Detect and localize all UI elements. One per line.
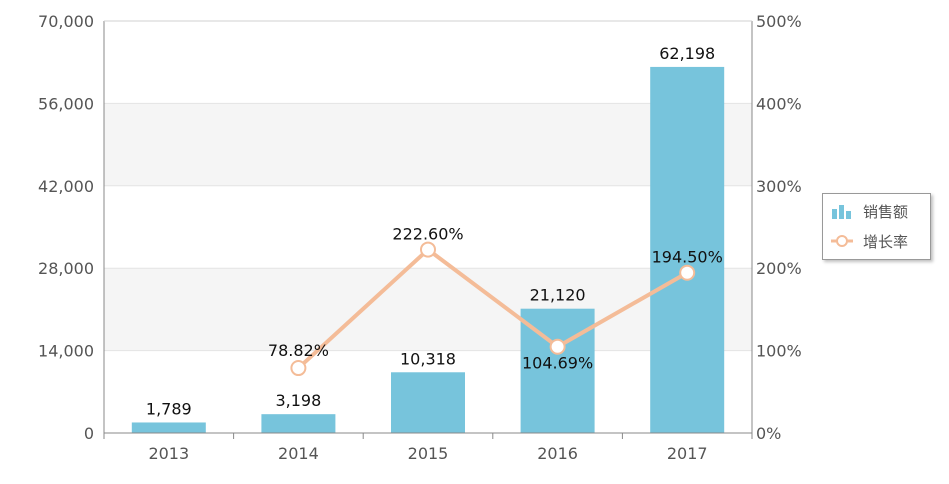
data-labels: 1,789 3,198 10,318 21,120 62,198 78.82% 222.60… — [146, 44, 723, 419]
legend-item-sales[interactable]: 销售额 — [829, 200, 908, 222]
growth-line-series — [290, 241, 696, 377]
growth-value-label: 104.69% — [522, 354, 593, 373]
legend-label-sales: 销售额 — [863, 202, 909, 221]
y-right-tick-label: 400% — [756, 94, 802, 113]
x-tick-label: 2014 — [278, 444, 319, 463]
y-left-tick-label: 56,000 — [38, 94, 94, 113]
bar-value-label: 21,120 — [530, 286, 586, 305]
y-right-tick-label: 500% — [756, 12, 802, 31]
growth-value-label: 222.60% — [392, 225, 463, 244]
bar-2017[interactable] — [650, 66, 725, 433]
y-left-tick-label: 28,000 — [38, 259, 94, 278]
bar-value-label: 1,789 — [146, 399, 192, 418]
x-tick-label: 2017 — [667, 444, 708, 463]
y-left-tick-label: 70,000 — [38, 12, 94, 31]
y-right-tick-label: 0% — [756, 424, 781, 443]
growth-line — [297, 247, 689, 370]
y-right-tick-label: 100% — [756, 342, 802, 361]
bar-value-label: 62,198 — [659, 44, 715, 63]
growth-point-2015[interactable] — [420, 241, 436, 258]
line-marker-icon — [831, 235, 853, 247]
bars-series — [131, 66, 725, 433]
y-left-tick-label: 42,000 — [38, 177, 94, 196]
bar-2013[interactable] — [131, 422, 206, 433]
growth-point-2016[interactable] — [549, 338, 566, 355]
plot-band — [104, 268, 752, 351]
growth-point-2014[interactable] — [290, 360, 307, 377]
plot-background — [104, 21, 752, 433]
legend-label-growth: 增长率 — [863, 232, 909, 251]
x-tick-label: 2016 — [537, 444, 578, 463]
y-right-tick-label: 300% — [756, 177, 802, 196]
bar-2015[interactable] — [391, 372, 465, 433]
growth-value-label: 194.50% — [652, 248, 723, 267]
plot-band — [104, 103, 752, 186]
x-tick-label: 2013 — [148, 444, 189, 463]
bar-value-label: 3,198 — [275, 391, 321, 410]
y-right-tick-label: 200% — [756, 259, 802, 278]
plot-bands — [104, 21, 752, 433]
growth-value-label: 78.82% — [268, 341, 329, 360]
x-tick-label: 2015 — [408, 444, 449, 463]
bar-value-label: 10,318 — [400, 349, 456, 368]
legend-item-growth[interactable]: 增长率 — [829, 230, 908, 252]
y-left-tick-label: 0 — [84, 424, 94, 443]
bar-chart-icon — [832, 205, 851, 219]
axes: 0 14,000 28,000 42,000 56,000 70,000 0% 100% 200… — [38, 12, 802, 463]
growth-point-2017[interactable] — [679, 264, 696, 281]
y-left-tick-label: 14,000 — [38, 342, 94, 361]
bar-2014[interactable] — [261, 414, 336, 433]
legend: 销售额 增长率 — [822, 193, 931, 260]
